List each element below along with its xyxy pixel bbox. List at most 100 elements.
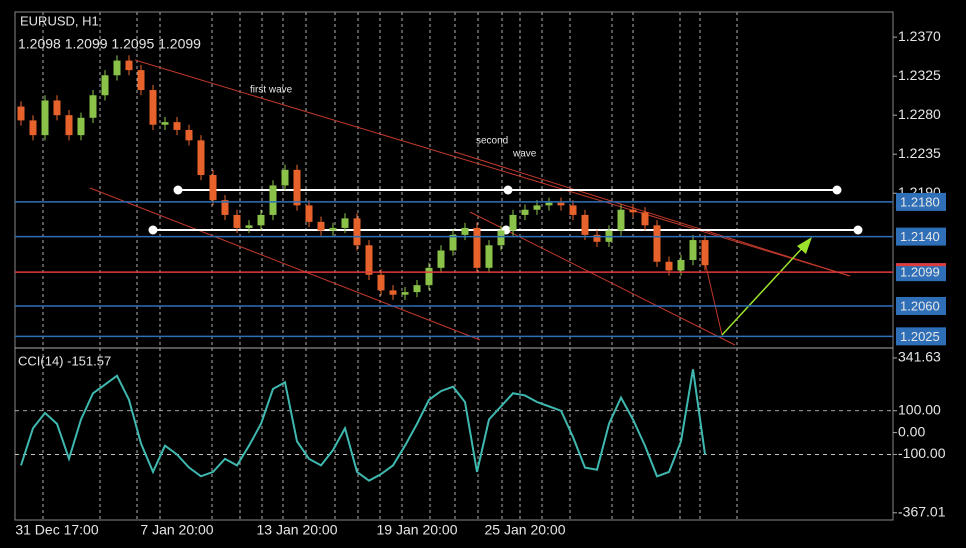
anchor xyxy=(832,185,842,195)
candle-body xyxy=(29,120,37,136)
y-tick-label: 0.00 xyxy=(898,423,925,439)
candle-body xyxy=(269,185,277,215)
candle-body xyxy=(497,230,505,246)
annotation: first wave xyxy=(250,85,293,96)
candle-body xyxy=(617,209,625,231)
trend-line xyxy=(454,151,851,277)
candle-body xyxy=(209,175,217,201)
anchor xyxy=(148,225,158,235)
arrow-line xyxy=(721,244,806,336)
candle-body xyxy=(689,240,697,261)
y-tick-label: 100.00 xyxy=(898,401,941,417)
annotation: wave xyxy=(512,149,537,160)
candle-body xyxy=(245,225,253,228)
candle-body xyxy=(461,227,469,235)
candle-body xyxy=(449,234,457,251)
candle-body xyxy=(113,60,121,76)
x-tick-label: 25 Jan 20:00 xyxy=(485,522,566,538)
anchor xyxy=(503,185,513,195)
x-tick-label: 7 Jan 20:00 xyxy=(140,522,213,538)
candle-body xyxy=(509,214,517,231)
candle-body xyxy=(581,214,589,235)
x-tick-label: 13 Jan 20:00 xyxy=(257,522,338,538)
candle-body xyxy=(401,292,409,295)
y-tick-label: 1.2370 xyxy=(898,28,941,44)
level-label-top xyxy=(896,263,946,267)
candle-body xyxy=(653,225,661,262)
candle-body xyxy=(413,285,421,293)
candle-body xyxy=(473,227,481,268)
y-tick-label: 1.2280 xyxy=(898,106,941,122)
symbol-title: EURUSD, H1 xyxy=(20,13,99,28)
candle-body xyxy=(545,202,553,206)
candle-body xyxy=(221,200,229,215)
arrow-head xyxy=(797,237,812,254)
candle-body xyxy=(185,129,193,141)
candle-body xyxy=(317,221,325,231)
frame xyxy=(14,11,894,521)
anchor xyxy=(853,225,863,235)
level-label-box xyxy=(896,327,946,346)
y-tick-label: 1.2325 xyxy=(898,67,941,83)
cci-line xyxy=(20,369,706,482)
trend-line xyxy=(134,59,851,277)
level-label-box xyxy=(896,192,946,211)
candle-body xyxy=(257,214,265,226)
candle-body xyxy=(641,212,649,226)
anchor xyxy=(173,185,183,195)
candle-body xyxy=(485,245,493,268)
level-label: 1.2060 xyxy=(900,298,940,313)
level-label: 1.2099 xyxy=(900,265,940,280)
candle-body xyxy=(593,234,601,242)
candle-body xyxy=(665,261,673,271)
level-label-box xyxy=(896,296,946,315)
candle-body xyxy=(197,140,205,176)
candle-body xyxy=(329,227,337,231)
arrow xyxy=(721,237,812,336)
candle-body xyxy=(341,218,349,228)
trend-line xyxy=(704,261,723,336)
y-tick-label: -367.01 xyxy=(898,503,946,519)
trend-line xyxy=(89,187,481,341)
candle-body xyxy=(389,290,397,295)
candle-body xyxy=(533,205,541,210)
candle-body xyxy=(293,169,301,206)
level-label: 1.2025 xyxy=(900,329,940,344)
y-tick-label: 1.2235 xyxy=(898,145,941,161)
candle-body xyxy=(557,202,565,206)
candle-body xyxy=(149,90,157,125)
candle-body xyxy=(137,70,145,91)
candle-body xyxy=(17,106,25,121)
candle-body xyxy=(521,209,529,215)
candle-body xyxy=(569,205,577,215)
candle-body xyxy=(161,122,169,125)
level-label-box xyxy=(896,227,946,246)
candle-body xyxy=(41,100,49,136)
white-lines xyxy=(148,185,863,235)
indicator-title: CCI(14) -151.57 xyxy=(18,353,111,368)
ohlc-text: 1.2098 1.2099 1.2095 1.2099 xyxy=(18,36,201,52)
x-tick-label: 31 Dec 17:00 xyxy=(15,522,98,538)
candle-body xyxy=(353,218,361,246)
candle-body xyxy=(425,267,433,286)
trend-lines xyxy=(89,59,851,346)
candle-body xyxy=(89,95,97,118)
candle-body xyxy=(629,209,637,213)
candle-body xyxy=(53,100,61,116)
level-label-box xyxy=(896,263,946,282)
candle-body xyxy=(281,169,289,186)
candle-body xyxy=(677,260,685,271)
y-tick-label: -100.00 xyxy=(898,445,946,461)
candle-body xyxy=(125,60,133,71)
level-label: 1.2140 xyxy=(900,229,940,244)
candle-body xyxy=(77,117,85,136)
y-tick-label: 341.63 xyxy=(898,349,941,365)
candle-body xyxy=(437,250,445,268)
trend-line xyxy=(469,211,736,346)
x-tick-label: 19 Jan 20:00 xyxy=(377,522,458,538)
vertical-grid xyxy=(42,12,738,520)
candle-body xyxy=(305,205,313,222)
candle-body xyxy=(365,245,373,275)
